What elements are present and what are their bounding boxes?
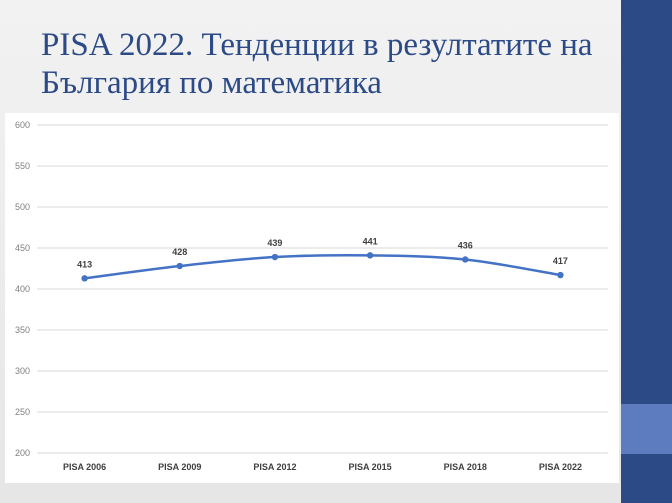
x-tick-label: PISA 2012: [253, 462, 296, 472]
gridlines: [37, 124, 608, 454]
data-label: 441: [363, 236, 378, 246]
data-point: [176, 262, 183, 270]
data-point: [462, 256, 469, 263]
y-tick-label: 350: [15, 325, 30, 335]
x-tick-label: PISA 2006: [63, 462, 106, 472]
y-tick-label: 500: [15, 202, 30, 212]
data-point: [81, 275, 88, 282]
y-tick-label: 400: [15, 284, 30, 294]
x-tick-label: PISA 2018: [444, 462, 487, 472]
data-label: 439: [267, 238, 282, 248]
chart-panel: 200 250 300 350 400 450 500 550 600 PISA 2006 PIS…: [5, 113, 619, 483]
x-tick-label: PISA 2009: [158, 462, 201, 472]
x-tick-label: PISA 2015: [348, 462, 391, 472]
series-line: [84, 253, 561, 280]
data-point: [366, 252, 374, 259]
y-tick-label: 250: [15, 407, 30, 417]
y-axis-ticks: 200 250 300 350 400 450 500 550 600: [15, 120, 30, 458]
series-group: [81, 252, 564, 282]
slide-title: PISA 2022. Тенденции в резултатите на Бъ…: [41, 27, 593, 101]
data-point: [271, 253, 279, 261]
side-accent-block: [621, 404, 672, 454]
data-label: 428: [172, 247, 187, 257]
x-tick-label: PISA 2022: [539, 462, 582, 472]
data-label: 413: [77, 259, 92, 269]
y-tick-label: 200: [15, 448, 30, 458]
y-tick-label: 300: [15, 366, 30, 376]
data-labels: 413 428 439 441 436 417: [77, 236, 568, 269]
data-point: [557, 271, 564, 279]
data-label: 436: [458, 240, 473, 250]
x-axis-ticks: PISA 2006 PISA 2009 PISA 2012 PISA 2015 PISA…: [63, 462, 582, 472]
y-tick-label: 550: [15, 161, 30, 171]
y-tick-label: 600: [15, 120, 30, 130]
data-label: 417: [553, 256, 568, 266]
y-tick-label: 450: [15, 243, 30, 253]
